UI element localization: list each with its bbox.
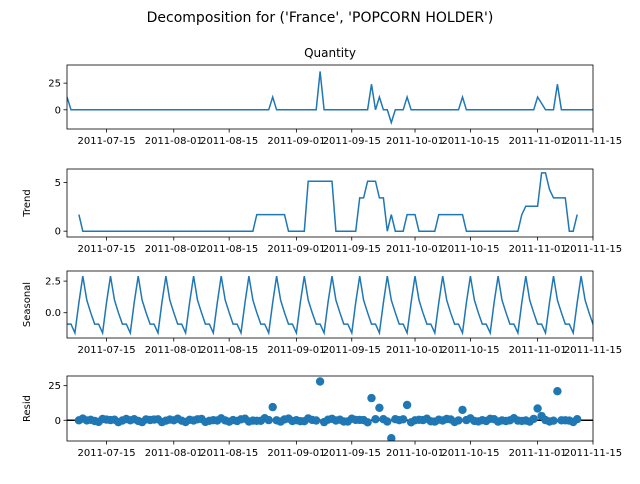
seasonal-xtick-label: 2011-07-15 (77, 345, 135, 356)
seasonal-data (67, 275, 593, 336)
resid-data (67, 377, 593, 441)
trend-xtick-label: 2011-08-15 (200, 244, 258, 255)
resid-ylabel: Resid (22, 395, 33, 422)
observed-xtick-label: 2011-10-15 (441, 136, 499, 147)
resid-point (533, 404, 542, 413)
trend-xtick-label: 2011-11-01 (509, 244, 567, 255)
resid-ytick-label: 25 (48, 381, 61, 392)
resid-point (383, 417, 392, 426)
trend-xtick-label: 2011-08-01 (145, 244, 203, 255)
seasonal-xtick-label: 2011-09-01 (267, 345, 325, 356)
seasonal-xtick-label: 2011-11-01 (509, 345, 567, 356)
observed-series-line (67, 71, 593, 126)
seasonal-ytick-label: 2.5 (45, 277, 61, 288)
seasonal-xtick-label: 2011-10-01 (386, 345, 444, 356)
trend-ylabel: Trend (22, 189, 33, 217)
seasonal-xtick-label: 2011-08-01 (145, 345, 203, 356)
observed-ytick-label: 0 (55, 105, 61, 116)
trend-xtick-label: 2011-10-15 (441, 244, 499, 255)
resid-xtick-label: 2011-10-15 (441, 448, 499, 459)
resid-point (399, 415, 408, 424)
resid-point (375, 403, 384, 412)
resid-point (402, 400, 412, 410)
observed-xtick-label: 2011-07-15 (77, 136, 135, 147)
trend-ytick-label: 0 (55, 227, 61, 238)
trend-ytick-label: 5 (55, 178, 61, 189)
observed-xtick-label: 2011-11-15 (564, 136, 622, 147)
resid-xtick-label: 2011-09-01 (267, 448, 325, 459)
observed-data (67, 71, 593, 126)
observed-axes-frame (66, 64, 594, 130)
resid-point (573, 415, 582, 424)
resid-point (367, 393, 376, 403)
seasonal-xtick-label: 2011-11-15 (564, 345, 622, 356)
trend-series-line (78, 172, 578, 232)
resid-xtick-label: 2011-11-15 (564, 448, 622, 459)
resid-ytick-label: 0 (55, 416, 61, 427)
trend-data (78, 172, 578, 232)
trend-xtick-label: 2011-09-15 (323, 244, 381, 255)
resid-point (553, 387, 562, 396)
resid-point (387, 434, 396, 441)
observed-xtick-label: 2011-11-01 (509, 136, 567, 147)
resid-point (454, 416, 463, 425)
seasonal-ytick-label: 0.0 (45, 308, 61, 319)
observed-xtick-label: 2011-09-15 (323, 136, 381, 147)
resid-xtick-label: 2011-10-01 (386, 448, 444, 459)
resid-point (371, 415, 380, 424)
trend-xtick-label: 2011-09-01 (267, 244, 325, 255)
observed-xtick-label: 2011-10-01 (386, 136, 444, 147)
resid-point (315, 377, 325, 386)
resid-xtick-label: 2011-09-15 (323, 448, 381, 459)
observed-title: Quantity (304, 46, 356, 60)
seasonal-xtick-label: 2011-10-15 (441, 345, 499, 356)
observed-xtick-label: 2011-09-01 (267, 136, 325, 147)
resid-point (312, 416, 321, 425)
resid-point (529, 414, 538, 424)
observed-xtick-label: 2011-08-01 (145, 136, 203, 147)
resid-point (363, 418, 372, 427)
observed-xtick-label: 2011-08-15 (200, 136, 258, 147)
resid-point (264, 415, 273, 425)
resid-point (268, 402, 277, 412)
seasonal-xtick-label: 2011-08-15 (200, 345, 258, 356)
resid-point (458, 405, 467, 415)
trend-xtick-label: 2011-07-15 (77, 244, 135, 255)
figure-suptitle: Decomposition for ('France', 'POPCORN HO… (147, 10, 494, 26)
seasonal-series-line (67, 275, 593, 336)
seasonal-ylabel: Seasonal (22, 282, 33, 327)
observed-ytick-label: 25 (48, 79, 61, 90)
resid-point (549, 416, 558, 425)
seasonal-xtick-label: 2011-09-15 (323, 345, 381, 356)
resid-axes-frame (66, 375, 594, 442)
trend-axes-frame (66, 168, 594, 238)
trend-xtick-label: 2011-10-01 (386, 244, 444, 255)
resid-xtick-label: 2011-08-15 (200, 448, 258, 459)
resid-xtick-label: 2011-07-15 (77, 448, 135, 459)
resid-xtick-label: 2011-08-01 (145, 448, 203, 459)
seasonal-axes-frame (66, 270, 594, 339)
resid-xtick-label: 2011-11-01 (509, 448, 567, 459)
trend-xtick-label: 2011-11-15 (564, 244, 622, 255)
